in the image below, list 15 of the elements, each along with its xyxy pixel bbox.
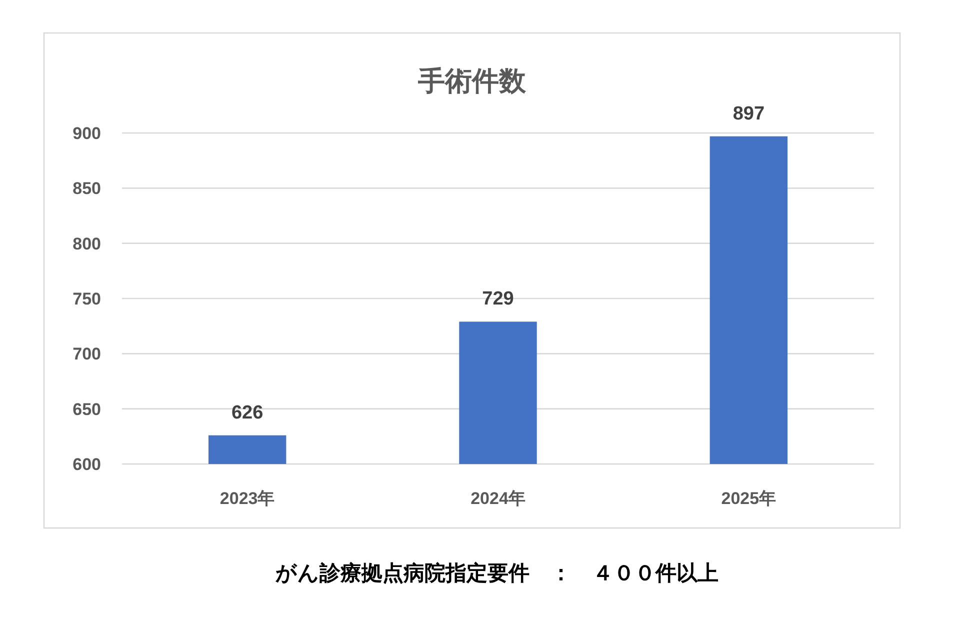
y-tick-label: 650 (72, 400, 101, 419)
y-tick-label: 850 (72, 179, 101, 198)
chart-title: 手術件数 (417, 66, 527, 96)
y-tick-label: 600 (72, 455, 101, 474)
x-tick-label: 2025年 (721, 489, 776, 508)
y-tick-label: 700 (72, 344, 101, 364)
data-label: 626 (231, 402, 264, 424)
data-label: 729 (482, 288, 514, 310)
y-tick-label: 900 (72, 124, 101, 143)
x-tick-label: 2024年 (470, 489, 526, 508)
x-tick-label: 2023年 (220, 489, 275, 508)
y-tick-label: 800 (72, 234, 101, 254)
y-tick-label: 750 (72, 290, 101, 308)
text: がん診療拠点病院指定要件 ： ４００件以上 (274, 561, 718, 585)
data-label: 897 (732, 103, 765, 124)
